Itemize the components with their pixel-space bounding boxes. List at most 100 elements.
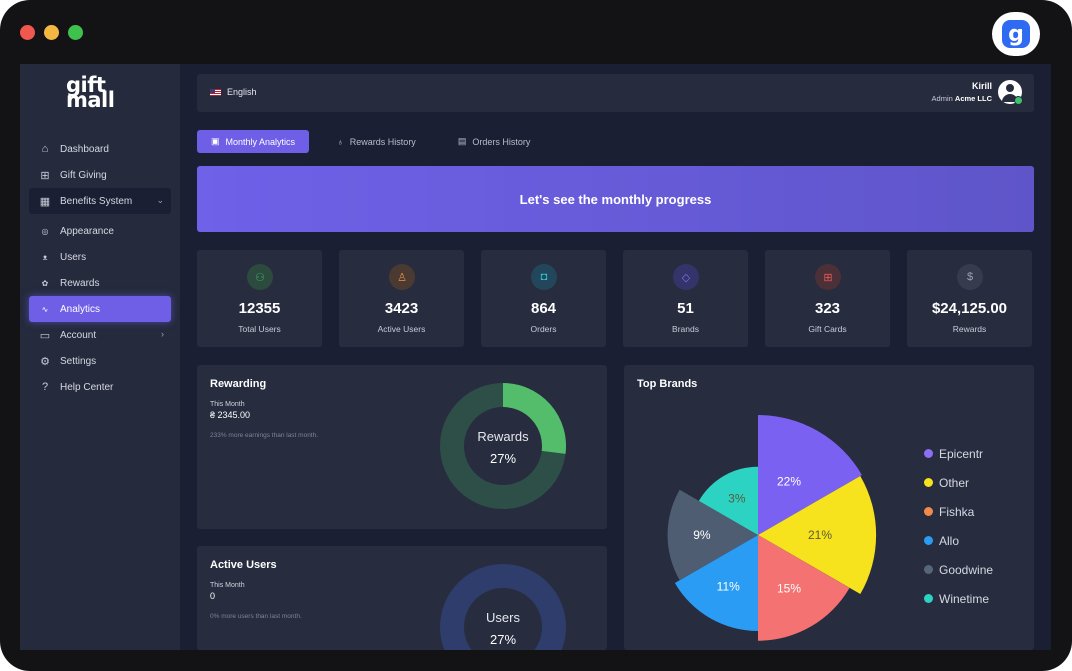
legend-swatch <box>924 594 933 603</box>
pie-legend: Epicentr Other Fishka Allo Goodwine <box>924 439 993 613</box>
sidebar-item-account[interactable]: ▭ Account › <box>29 322 171 348</box>
card-title: Rewarding <box>210 378 267 390</box>
stat-value: 51 <box>677 300 694 317</box>
sidebar-item-label: Dashboard <box>60 143 109 155</box>
sidebar-item-label: Settings <box>60 355 97 367</box>
stat-label: Rewards <box>952 324 987 334</box>
pie-slice-epicentr[interactable] <box>758 415 862 535</box>
progress-banner: Let's see the monthly progress <box>197 166 1034 232</box>
sidebar-item-label: Rewards <box>60 277 100 289</box>
app-icon-letter: g <box>1002 20 1030 48</box>
banner-text: Let's see the monthly progress <box>519 191 712 207</box>
help-icon: ? <box>41 381 49 393</box>
app-window: gift mall ⌂ Dashboard ⊞ Gift Giving ▦ Be… <box>20 64 1051 650</box>
active-users-card: Active Users This Month 0 0% more users … <box>197 546 607 650</box>
sidebar-item-benefits-system[interactable]: ▦ Benefits System ⌄ <box>29 188 171 214</box>
tab-rewards-history[interactable]: ♁ Rewards History <box>323 130 430 153</box>
sidebar-item-gift-giving[interactable]: ⊞ Gift Giving <box>29 162 171 188</box>
legend-item-fishka[interactable]: Fishka <box>924 497 993 526</box>
window-controls <box>20 25 83 40</box>
online-status-indicator <box>1014 96 1023 105</box>
chevron-right-icon: › <box>161 329 164 339</box>
pie-slice-label: 9% <box>693 528 711 542</box>
users-icon: ⚇ <box>247 264 273 290</box>
brand-logo-line1: gift <box>66 73 106 97</box>
pie-slice-label: 21% <box>808 528 832 542</box>
user-role: Admin <box>931 94 953 103</box>
tag-icon: ◇ <box>673 264 699 290</box>
language-label: English <box>227 87 257 97</box>
document-icon: ▭ <box>39 329 51 342</box>
sidebar-item-label: Account <box>60 329 97 341</box>
pie-slice-label: 3% <box>728 491 746 505</box>
users-icon: ᴥ <box>42 252 48 262</box>
period-label: This Month <box>210 401 245 408</box>
legend-item-other[interactable]: Other <box>924 468 993 497</box>
maximize-window-button[interactable] <box>68 25 83 40</box>
sidebar-item-users[interactable]: ᴥ Users <box>29 244 171 270</box>
legend-label: Winetime <box>939 591 990 606</box>
active-users-note: 0% more users than last month. <box>210 613 302 620</box>
rewarding-note: 233% more earnings than last month. <box>210 432 319 439</box>
rewarding-amount: ₴ 2345.00 <box>210 410 251 420</box>
sidebar-item-help-center[interactable]: ? Help Center <box>29 374 171 400</box>
sidebar: gift mall ⌂ Dashboard ⊞ Gift Giving ▦ Be… <box>20 64 180 650</box>
gift-icon: ⊞ <box>40 169 50 182</box>
pie-slice-allo[interactable] <box>674 535 758 631</box>
sidebar-item-label: Benefits System <box>60 195 133 207</box>
legend-swatch <box>924 478 933 487</box>
sidebar-item-label: Gift Giving <box>60 169 107 181</box>
stat-card-active-users: ♙ 3423 Active Users <box>339 250 464 347</box>
sidebar-item-label: Appearance <box>60 225 114 237</box>
legend-label: Epicentr <box>939 446 984 461</box>
donut-value: 27% <box>490 632 516 647</box>
active-users-amount: 0 <box>210 591 216 601</box>
pie-slice-label: 15% <box>777 582 801 596</box>
stat-value: 323 <box>814 300 841 317</box>
sidebar-item-rewards[interactable]: ✿ Rewards <box>29 270 171 296</box>
legend-item-epicentr[interactable]: Epicentr <box>924 439 993 468</box>
stat-label: Brands <box>672 324 699 334</box>
tab-monthly-analytics[interactable]: ▣ Monthly Analytics <box>197 130 310 153</box>
stat-card-orders: ◘ 864 Orders <box>481 250 606 347</box>
pie-slice-winetime[interactable] <box>698 466 758 535</box>
user-info[interactable]: Kirill Admin Acme LLC <box>932 81 992 103</box>
us-flag-icon <box>210 88 221 96</box>
legend-item-winetime[interactable]: Winetime <box>924 584 993 613</box>
sidebar-item-settings[interactable]: ⚙ Settings <box>29 348 171 374</box>
tab-label: Rewards History <box>349 136 416 147</box>
stat-label: Active Users <box>377 324 426 334</box>
legend-item-goodwine[interactable]: Goodwine <box>924 555 993 584</box>
language-selector[interactable]: English <box>210 87 257 97</box>
rewarding-card: Rewarding This Month ₴ 2345.00 233% more… <box>197 365 607 529</box>
donut-label: Users <box>486 610 520 625</box>
grid-icon: ▦ <box>39 195 51 208</box>
gift-mall-app-icon: g <box>992 12 1040 56</box>
legend-swatch <box>924 565 933 574</box>
pie-slice-label: 22% <box>777 474 801 488</box>
brand-logo[interactable]: gift mall <box>66 73 115 111</box>
pie-slice-fishka[interactable] <box>758 535 850 641</box>
sidebar-item-label: Analytics <box>60 303 101 315</box>
user-icon: ♙ <box>389 264 415 290</box>
sidebar-item-dashboard[interactable]: ⌂ Dashboard <box>29 136 171 162</box>
legend-swatch <box>924 536 933 545</box>
sidebar-item-analytics[interactable]: ∿ Analytics <box>29 296 171 322</box>
sidebar-item-appearance[interactable]: ◎ Appearance <box>29 218 171 244</box>
top-brands-card: Top Brands 22% 21% 15% 11% 9% 3% Epicentr Oth… <box>624 365 1034 650</box>
donut-progress-arc <box>502 383 566 454</box>
analytics-tabs: ▣ Monthly Analytics ♁ Rewards History ▤ … <box>197 130 544 153</box>
stat-card-rewards: $ $24,125.00 Rewards <box>907 250 1032 347</box>
card-title: Active Users <box>210 559 277 571</box>
tab-label: Monthly Analytics <box>225 136 296 147</box>
stat-value: 3423 <box>384 300 419 317</box>
minimize-window-button[interactable] <box>44 25 59 40</box>
close-window-button[interactable] <box>20 25 35 40</box>
pie-slice-goodwine[interactable] <box>667 489 758 581</box>
tab-orders-history[interactable]: ▤ Orders History <box>444 130 545 153</box>
shopping-bag-icon: ◘ <box>531 264 557 290</box>
legend-label: Other <box>939 475 970 490</box>
avatar[interactable] <box>998 80 1023 105</box>
legend-item-allo[interactable]: Allo <box>924 526 993 555</box>
pie-slice-other[interactable] <box>758 475 877 595</box>
